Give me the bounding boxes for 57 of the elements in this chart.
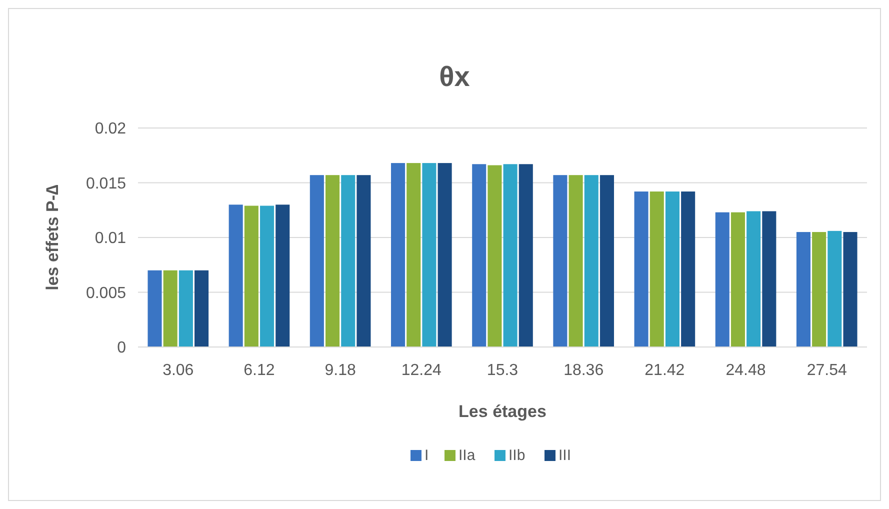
x-tick-label: 21.42 (644, 362, 685, 379)
bar (503, 164, 518, 347)
bar (194, 270, 209, 347)
x-tick-label: 6.12 (244, 362, 275, 379)
bar (326, 175, 340, 347)
bar (341, 175, 356, 347)
bar (568, 175, 583, 347)
bar (406, 163, 421, 347)
bar (276, 204, 290, 347)
legend-label: IIa (458, 447, 476, 464)
bar (244, 206, 258, 347)
bar (650, 192, 664, 347)
y-tick-label: 0 (117, 340, 126, 357)
bar (228, 204, 243, 347)
bar (746, 211, 761, 347)
x-tick-label: 9.18 (324, 362, 356, 379)
bar (681, 192, 696, 347)
bar (553, 175, 568, 347)
bar (356, 175, 371, 347)
bar (796, 232, 810, 347)
x-tick-label: 3.06 (162, 362, 194, 379)
bar (634, 192, 648, 347)
y-tick-label: 0.01 (94, 230, 126, 248)
x-tick-label: 18.36 (564, 362, 604, 379)
chart-title: θx (439, 61, 470, 92)
x-tick-label: 12.24 (401, 362, 442, 379)
x-tick-label: 15.3 (486, 362, 518, 379)
bar (438, 163, 452, 347)
bar (812, 232, 826, 347)
bar (422, 163, 436, 347)
bar (715, 212, 730, 347)
bar (148, 270, 162, 347)
bar (310, 175, 324, 347)
legend-label: I (424, 447, 429, 464)
bar (600, 175, 614, 347)
bar (488, 165, 502, 347)
legend-label: III (558, 447, 572, 464)
y-tick-label: 0.005 (86, 284, 126, 302)
bar (828, 230, 842, 347)
bar (843, 232, 858, 347)
bar (391, 163, 406, 347)
bar (584, 175, 598, 347)
bar (665, 192, 680, 347)
bar (730, 212, 745, 347)
bar (178, 270, 193, 347)
y-tick-label: 0.02 (94, 120, 126, 138)
x-axis-title: Les étages (458, 402, 546, 421)
bar (518, 164, 533, 347)
y-axis-title: les effets P-∆ (43, 184, 62, 290)
bar (762, 211, 776, 347)
x-tick-label: 27.54 (806, 362, 847, 379)
legend-label: IIb (508, 447, 526, 464)
y-tick-label: 0.015 (86, 175, 126, 192)
bar (260, 206, 274, 347)
bar (472, 164, 486, 347)
x-tick-label: 24.48 (726, 362, 766, 379)
bar (163, 270, 178, 347)
